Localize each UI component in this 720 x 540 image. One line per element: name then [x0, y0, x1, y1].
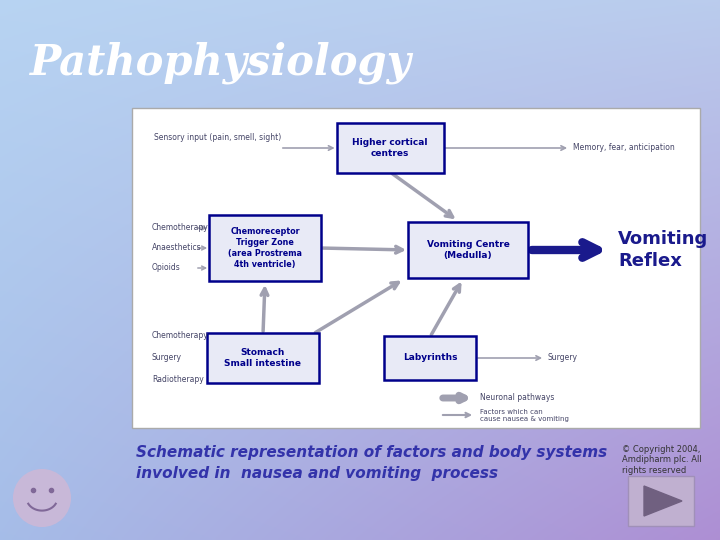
Text: Higher cortical
centres: Higher cortical centres — [352, 138, 428, 158]
Text: Stomach
Small intestine: Stomach Small intestine — [225, 348, 302, 368]
FancyBboxPatch shape — [628, 476, 694, 526]
FancyBboxPatch shape — [408, 222, 528, 278]
Polygon shape — [644, 486, 682, 516]
Text: Neuronal pathways: Neuronal pathways — [480, 394, 554, 402]
Text: Vomiting
Reflex: Vomiting Reflex — [618, 230, 708, 270]
FancyBboxPatch shape — [336, 123, 444, 173]
Text: involved in  nausea and vomiting  process: involved in nausea and vomiting process — [136, 466, 498, 481]
Text: Labyrinths: Labyrinths — [402, 354, 457, 362]
Text: Chemotherapy: Chemotherapy — [152, 332, 209, 341]
FancyBboxPatch shape — [132, 108, 700, 428]
Text: Surgery: Surgery — [548, 354, 578, 362]
Text: Memory, fear, anticipation: Memory, fear, anticipation — [573, 144, 675, 152]
FancyBboxPatch shape — [209, 215, 321, 281]
Text: Anaesthetics: Anaesthetics — [152, 244, 202, 253]
Text: Factors which can
cause nausea & vomiting: Factors which can cause nausea & vomitin… — [480, 408, 569, 422]
Text: Surgery: Surgery — [152, 354, 182, 362]
FancyBboxPatch shape — [207, 333, 319, 383]
Text: Radiotherapy: Radiotherapy — [152, 375, 204, 384]
FancyBboxPatch shape — [384, 336, 476, 380]
Text: Opioids: Opioids — [152, 264, 181, 273]
Text: © Copyright 2004,
Amdipharm plc. All
rights reserved: © Copyright 2004, Amdipharm plc. All rig… — [622, 445, 702, 475]
Text: Chemoreceptor
Trigger Zone
(area Prostrema
4th ventricle): Chemoreceptor Trigger Zone (area Prostre… — [228, 227, 302, 269]
Circle shape — [14, 470, 70, 526]
Text: Pathophysiology: Pathophysiology — [30, 42, 412, 84]
Text: Vomiting Centre
(Medulla): Vomiting Centre (Medulla) — [426, 240, 510, 260]
Text: Sensory input (pain, smell, sight): Sensory input (pain, smell, sight) — [154, 133, 282, 142]
Text: Chemotherapy: Chemotherapy — [152, 224, 209, 233]
Text: Schematic representation of factors and body systems: Schematic representation of factors and … — [136, 445, 607, 460]
